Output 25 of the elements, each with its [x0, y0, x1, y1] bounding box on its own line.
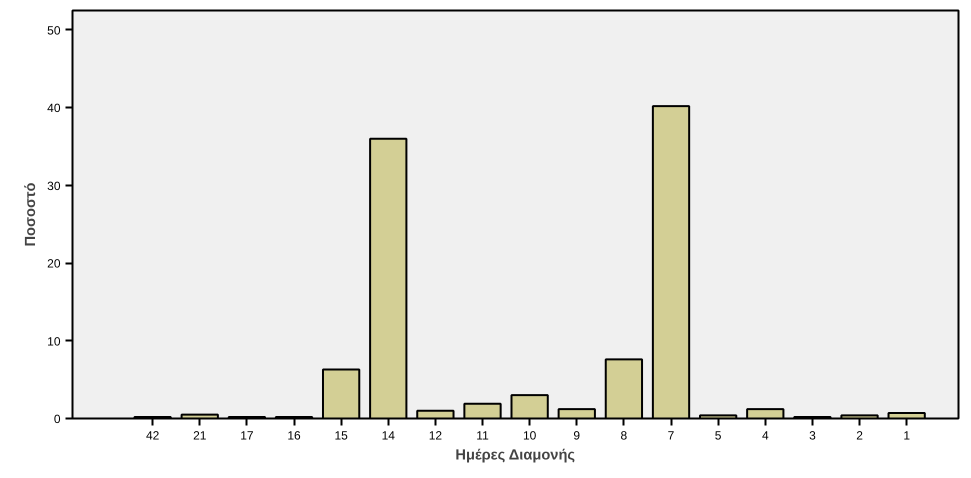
y-tick-label: 30 [47, 178, 61, 193]
x-tick-label: 11 [476, 428, 490, 442]
x-axis-title: Ημέρες Διαμονής [455, 448, 576, 464]
y-tick-label: 0 [54, 412, 61, 426]
x-tick-label: 12 [428, 428, 442, 442]
x-tick-label: 15 [334, 428, 348, 442]
x-tick-label: 21 [193, 428, 207, 442]
y-tick-label: 40 [47, 101, 61, 116]
x-tick-label: 7 [668, 428, 675, 442]
y-tick-label: 50 [47, 23, 61, 38]
x-tick-label: 4 [762, 428, 769, 442]
x-tick-label: 5 [714, 428, 722, 442]
x-tick-label: 14 [382, 428, 396, 442]
x-tick-label: 17 [240, 428, 254, 442]
x-tick-label: 1 [903, 428, 910, 442]
y-tick-label: 10 [47, 334, 61, 348]
x-tick-label: 10 [522, 428, 537, 442]
x-tick-label: 2 [856, 428, 864, 442]
x-tick-label: 42 [146, 428, 160, 442]
y-axis-title: Ποσοστό [23, 182, 40, 247]
x-tick-label: 16 [287, 428, 301, 442]
y-tick-label: 20 [47, 256, 61, 271]
x-tick-label: 8 [620, 428, 628, 442]
x-tick-label: 9 [573, 428, 580, 442]
x-tick-label: 3 [809, 428, 816, 442]
